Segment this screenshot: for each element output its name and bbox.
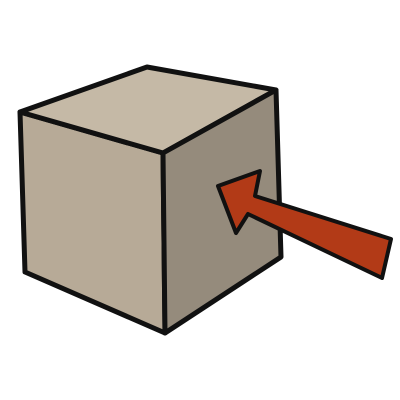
red-arrow [216, 169, 393, 280]
cube-side-face [160, 87, 284, 336]
